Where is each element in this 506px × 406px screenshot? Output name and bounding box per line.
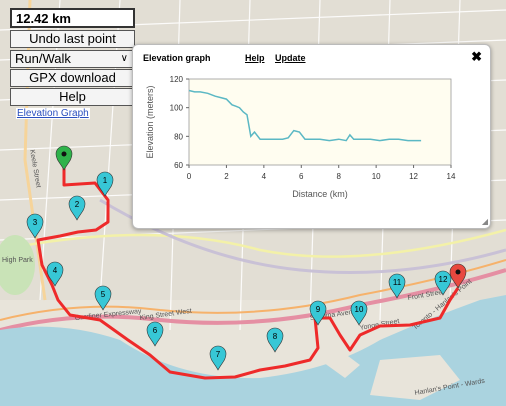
park-area: [0, 235, 35, 295]
x-axis-label: Distance (km): [292, 189, 348, 199]
x-tick-label: 2: [224, 172, 229, 181]
mode-select-value: Run/Walk: [15, 51, 71, 66]
pin-label: 5: [101, 290, 106, 299]
pin-label: 1: [103, 176, 108, 185]
pin-label: 9: [316, 305, 321, 314]
chevron-down-icon: ∨: [120, 53, 128, 64]
mode-select[interactable]: Run/Walk ∨: [10, 50, 135, 68]
elevation-graph-link[interactable]: Elevation Graph: [16, 108, 90, 119]
pin-label: 11: [393, 278, 402, 287]
y-tick-label: 60: [174, 161, 183, 170]
x-tick-label: 4: [262, 172, 267, 181]
y-tick-label: 80: [174, 132, 183, 141]
elevation-series-line: [188, 89, 422, 142]
x-tick-label: 10: [372, 172, 381, 181]
route-pin-12[interactable]: 12: [434, 270, 452, 296]
gpx-download-button[interactable]: GPX download: [10, 69, 135, 87]
x-tick-label: 8: [336, 172, 341, 181]
route-pin-7[interactable]: 7: [209, 345, 227, 371]
elevation-panel: Elevation graph Help Update ✖ 0 2 4 6 8 10 12 1…: [132, 44, 491, 229]
x-tick-label: 14: [447, 172, 456, 181]
route-pin-5[interactable]: 5: [94, 285, 112, 311]
distance-readout: 12.42 km: [10, 8, 135, 28]
route-pin-10[interactable]: 10: [350, 300, 368, 326]
route-pin-9[interactable]: 9: [309, 300, 327, 326]
major-roads: [0, 0, 506, 332]
panel-title: Elevation graph: [143, 53, 211, 63]
pin-label: 4: [53, 266, 58, 275]
route-pin-4[interactable]: 4: [46, 261, 64, 287]
start-pin[interactable]: [55, 145, 73, 171]
plot-area: [188, 78, 452, 166]
route-pin-3[interactable]: 3: [26, 213, 44, 239]
route-pin-8[interactable]: 8: [266, 327, 284, 353]
panel-help-link[interactable]: Help: [245, 53, 265, 63]
island-area: [320, 350, 360, 378]
y-tick-label: 120: [170, 75, 184, 84]
pin-label: 12: [439, 275, 448, 284]
x-tick-label: 0: [187, 172, 192, 181]
close-icon[interactable]: ✖: [471, 49, 482, 64]
pin-label: 3: [33, 218, 38, 227]
route-pin-6[interactable]: 6: [146, 321, 164, 347]
resize-grip-icon[interactable]: ◢: [481, 217, 488, 226]
y-axis-label: Elevation (meters): [145, 85, 155, 158]
route-pin-11[interactable]: 11: [388, 273, 406, 299]
help-button[interactable]: Help: [10, 88, 135, 106]
street-label: High Park: [2, 257, 33, 264]
x-tick-label: 6: [299, 172, 304, 181]
island-area: [370, 355, 460, 400]
pin-label: 10: [355, 305, 364, 314]
route-path[interactable]: [36, 168, 460, 380]
pin-label: 7: [216, 350, 221, 359]
pin-label: 2: [75, 200, 80, 209]
route-pin-1[interactable]: 1: [96, 171, 114, 197]
y-tick-label: 100: [170, 104, 184, 113]
undo-last-point-button[interactable]: Undo last point: [10, 30, 135, 48]
pin-label: 6: [153, 326, 158, 335]
route-pin-2[interactable]: 2: [68, 195, 86, 221]
x-tick-label: 12: [409, 172, 418, 181]
panel-update-link[interactable]: Update: [275, 53, 306, 63]
end-pin[interactable]: [449, 263, 467, 289]
pin-label: 8: [273, 332, 278, 341]
elevation-chart: 0 2 4 6 8 10 12 14 60 80 100 120 Distance (km) Elevat…: [145, 75, 456, 199]
